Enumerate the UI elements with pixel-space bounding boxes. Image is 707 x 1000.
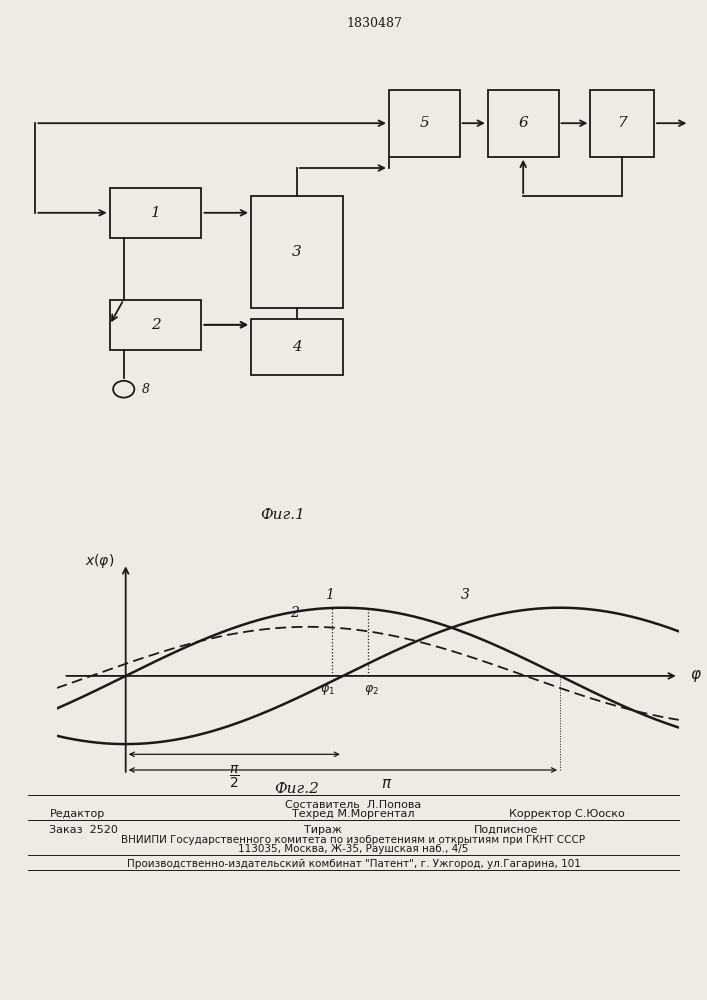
Text: 2: 2 xyxy=(290,606,299,620)
Text: Фиг.2: Фиг.2 xyxy=(274,782,320,796)
Text: $\dfrac{\pi}{2}$: $\dfrac{\pi}{2}$ xyxy=(229,763,240,790)
Bar xyxy=(590,90,654,157)
Text: 7: 7 xyxy=(617,116,627,130)
Text: Заказ  2520: Заказ 2520 xyxy=(49,825,118,835)
Bar xyxy=(110,188,201,238)
Text: $x(\varphi)$: $x(\varphi)$ xyxy=(86,552,115,570)
Text: ВНИИПИ Государственного комитета по изобретениям и открытиям при ГКНТ СССР: ВНИИПИ Государственного комитета по изоб… xyxy=(122,835,585,845)
Bar xyxy=(251,196,343,308)
Bar xyxy=(488,90,559,157)
Text: 1: 1 xyxy=(325,588,334,602)
Text: $\varphi$: $\varphi$ xyxy=(690,668,701,684)
Text: Фиг.1: Фиг.1 xyxy=(260,508,305,522)
Text: 5: 5 xyxy=(419,116,429,130)
Text: 1830487: 1830487 xyxy=(346,17,403,30)
Text: Подписное: Подписное xyxy=(474,825,538,835)
Bar xyxy=(251,319,343,375)
Text: Производственно-издательский комбинат "Патент", г. Ужгород, ул.Гагарина, 101: Производственно-издательский комбинат "П… xyxy=(127,859,580,869)
Text: Тираж: Тираж xyxy=(304,825,342,835)
Text: Корректор С.Юоско: Корректор С.Юоско xyxy=(509,809,625,819)
Text: Техред М.Моргентал: Техред М.Моргентал xyxy=(292,809,415,819)
Text: 6: 6 xyxy=(518,116,528,130)
Text: 1: 1 xyxy=(151,206,160,220)
Text: $\varphi_2$: $\varphi_2$ xyxy=(365,683,380,697)
Text: 3: 3 xyxy=(292,245,302,259)
Text: 4: 4 xyxy=(292,340,302,354)
Text: $\varphi_1$: $\varphi_1$ xyxy=(320,683,335,697)
Bar xyxy=(110,300,201,350)
Text: 2: 2 xyxy=(151,318,160,332)
Text: 113035, Москва, Ж-35, Раушская наб., 4/5: 113035, Москва, Ж-35, Раушская наб., 4/5 xyxy=(238,844,469,854)
Bar xyxy=(389,90,460,157)
Text: $\pi$: $\pi$ xyxy=(380,777,392,791)
Text: Редактор: Редактор xyxy=(49,809,105,819)
Text: 8: 8 xyxy=(141,383,149,396)
Text: 3: 3 xyxy=(460,588,469,602)
Text: Составитель  Л.Попова: Составитель Л.Попова xyxy=(286,800,421,810)
